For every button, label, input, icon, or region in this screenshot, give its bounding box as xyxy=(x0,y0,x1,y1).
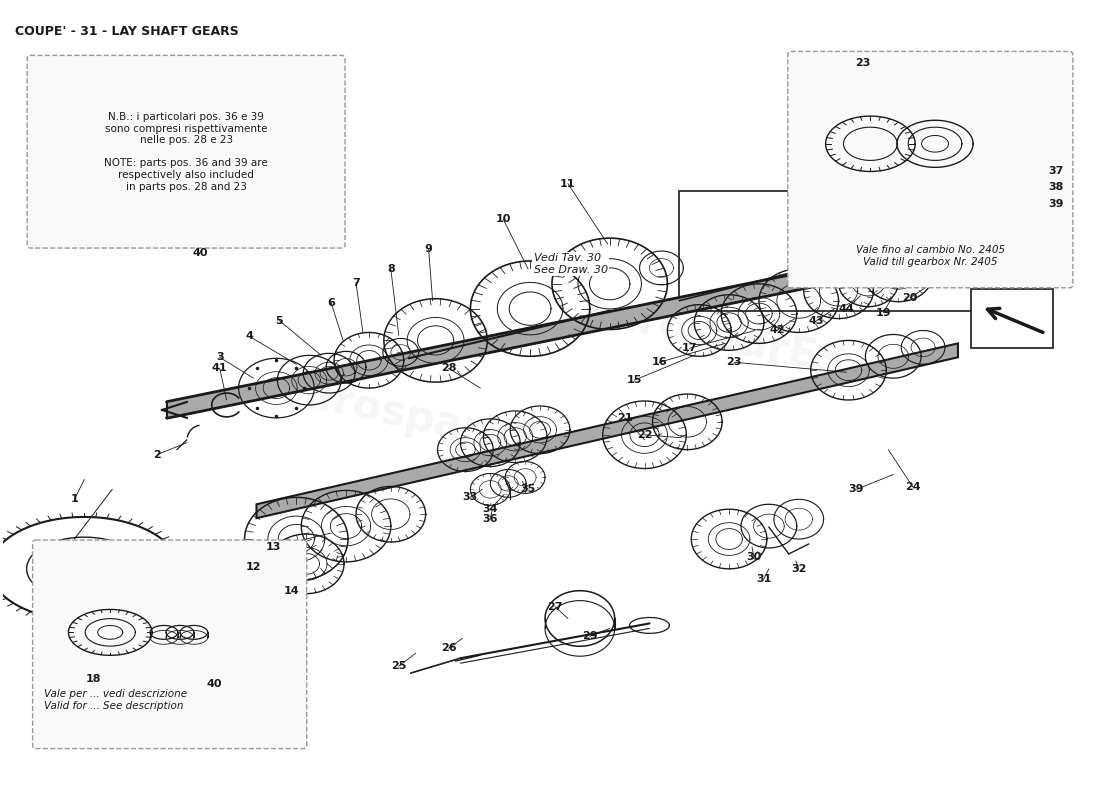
Text: 5: 5 xyxy=(276,315,283,326)
Text: 37: 37 xyxy=(1048,166,1064,175)
Text: 24: 24 xyxy=(905,482,921,492)
Text: 13: 13 xyxy=(266,542,282,552)
Text: 33: 33 xyxy=(463,492,478,502)
Text: 14: 14 xyxy=(284,586,299,596)
Text: 28: 28 xyxy=(441,363,456,374)
Text: Vale fino al cambio No. 2405
Valid till gearbox Nr. 2405: Vale fino al cambio No. 2405 Valid till … xyxy=(856,246,1005,267)
Text: 31: 31 xyxy=(756,574,771,584)
Text: 40: 40 xyxy=(207,679,222,689)
Text: 43: 43 xyxy=(808,315,824,326)
Text: 6: 6 xyxy=(327,298,336,308)
Text: 16: 16 xyxy=(651,358,668,367)
Text: 21: 21 xyxy=(617,413,632,423)
FancyBboxPatch shape xyxy=(33,540,307,749)
Text: 12: 12 xyxy=(245,562,262,572)
Text: 42: 42 xyxy=(769,326,784,335)
FancyBboxPatch shape xyxy=(971,289,1054,348)
Text: 38: 38 xyxy=(1048,182,1064,193)
Polygon shape xyxy=(167,241,958,418)
Text: 3: 3 xyxy=(216,352,223,362)
Text: 36: 36 xyxy=(483,514,498,524)
Text: 44: 44 xyxy=(838,304,855,314)
Text: Vale per ... vedi descrizione
Valid for ... See description: Vale per ... vedi descrizione Valid for … xyxy=(44,690,187,711)
Text: 23: 23 xyxy=(856,58,871,68)
Text: 35: 35 xyxy=(520,484,536,494)
Polygon shape xyxy=(680,191,978,310)
FancyBboxPatch shape xyxy=(788,51,1072,288)
Text: 10: 10 xyxy=(495,214,510,224)
FancyBboxPatch shape xyxy=(28,55,345,248)
Text: 17: 17 xyxy=(682,343,697,354)
Text: 34: 34 xyxy=(483,504,498,514)
Text: 26: 26 xyxy=(441,643,456,654)
Text: Vedi Tav. 30
See Draw. 30: Vedi Tav. 30 See Draw. 30 xyxy=(534,253,607,274)
Text: N.B.: i particolari pos. 36 e 39
sono compresi rispettivamente
nelle pos. 28 e 2: N.B.: i particolari pos. 36 e 39 sono co… xyxy=(104,112,268,191)
Text: 19: 19 xyxy=(876,308,891,318)
Text: 29: 29 xyxy=(582,631,597,642)
Text: 2: 2 xyxy=(153,450,161,460)
Text: 23: 23 xyxy=(726,358,741,367)
Text: 39: 39 xyxy=(849,484,865,494)
Text: 22: 22 xyxy=(637,430,652,440)
Text: 39: 39 xyxy=(1048,199,1064,210)
Text: eurosparES: eurosparES xyxy=(579,288,850,385)
Text: 41: 41 xyxy=(212,363,228,374)
Text: 9: 9 xyxy=(425,244,432,254)
Text: 15: 15 xyxy=(627,375,642,385)
Text: eurosparES: eurosparES xyxy=(272,367,543,464)
Text: 7: 7 xyxy=(352,278,360,288)
Polygon shape xyxy=(256,343,958,518)
Text: COUPE' - 31 - LAY SHAFT GEARS: COUPE' - 31 - LAY SHAFT GEARS xyxy=(14,25,239,38)
Text: 1: 1 xyxy=(70,494,78,504)
Text: 27: 27 xyxy=(547,602,563,611)
Text: 30: 30 xyxy=(746,552,761,562)
Text: 18: 18 xyxy=(86,674,101,684)
Text: 32: 32 xyxy=(791,564,806,574)
Text: 25: 25 xyxy=(392,661,407,671)
Text: 11: 11 xyxy=(560,178,575,189)
Text: 4: 4 xyxy=(245,331,253,342)
Text: 40: 40 xyxy=(192,248,208,258)
Text: 20: 20 xyxy=(902,293,917,302)
Text: 8: 8 xyxy=(387,264,395,274)
